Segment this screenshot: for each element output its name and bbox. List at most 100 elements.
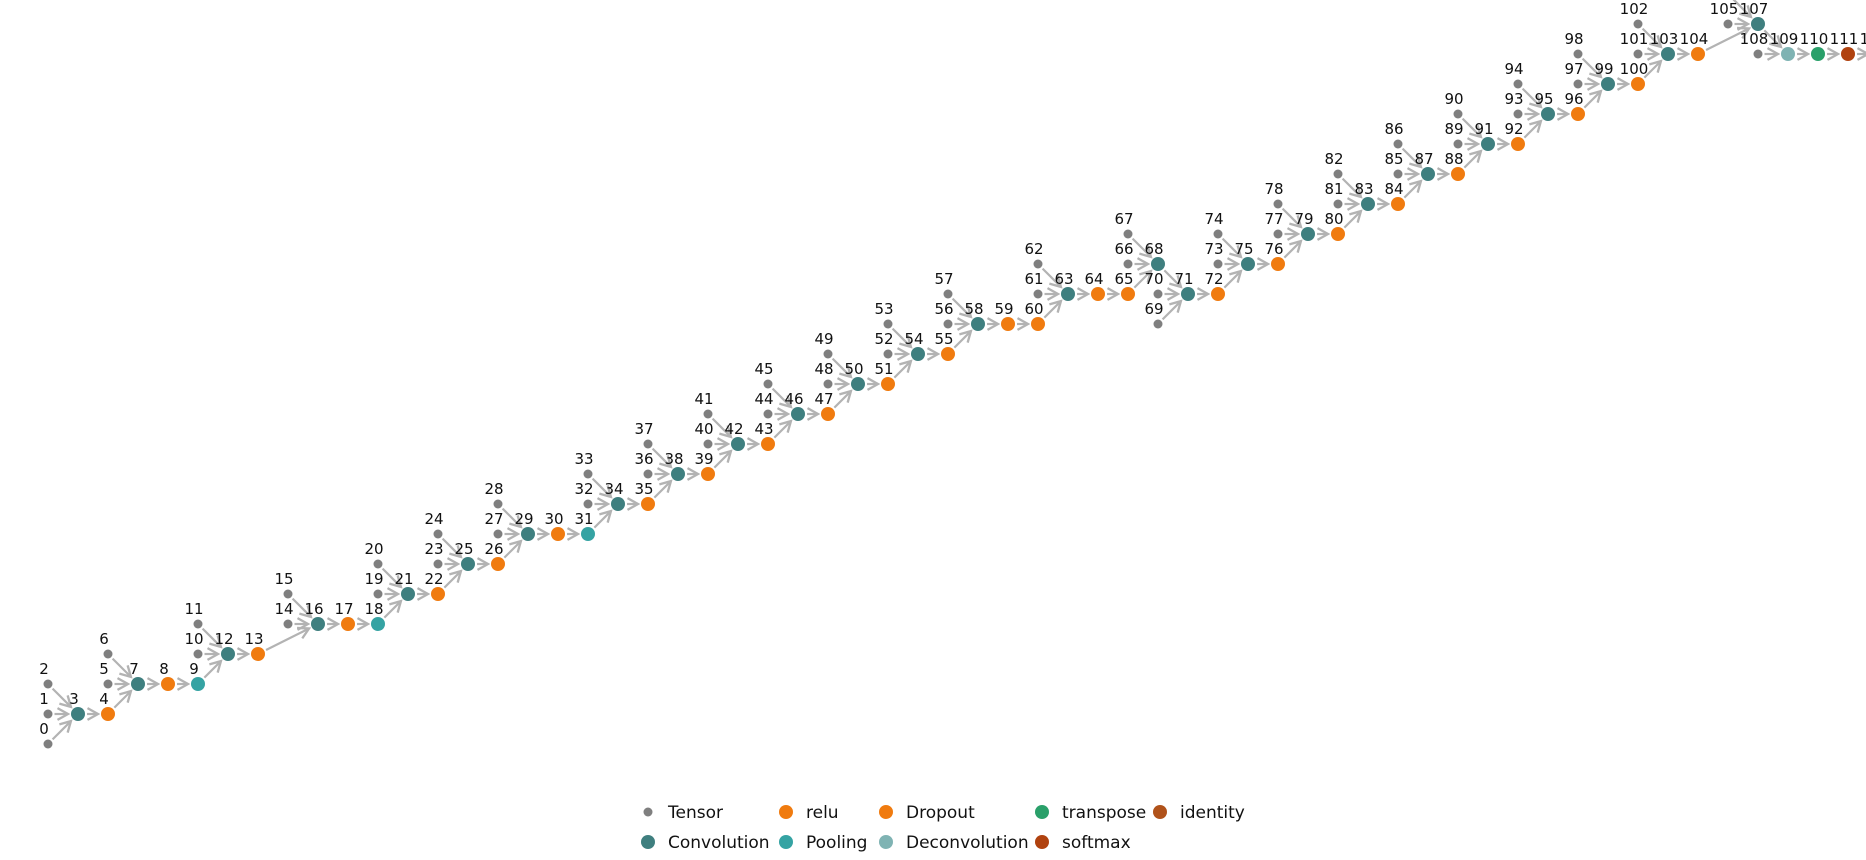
- node-75: [1241, 257, 1255, 271]
- node-label-99: 99: [1594, 60, 1613, 78]
- legend-label-transpose: transpose: [1062, 803, 1146, 823]
- legend-label-relu: relu: [806, 803, 839, 823]
- edge-45-46: [771, 387, 791, 407]
- node-105: [1723, 19, 1733, 29]
- node-label-29: 29: [514, 510, 533, 528]
- node-66: [1123, 259, 1133, 269]
- node-102: [1633, 19, 1643, 29]
- edge-57-58: [951, 297, 971, 317]
- node-2: [43, 679, 53, 689]
- node-label-0: 0: [39, 720, 49, 738]
- node-label-4: 4: [99, 690, 109, 708]
- node-label-100: 100: [1620, 60, 1649, 78]
- node-label-96: 96: [1564, 90, 1583, 108]
- node-97: [1573, 79, 1583, 89]
- node-label-21: 21: [394, 570, 413, 588]
- node-label-64: 64: [1084, 270, 1103, 288]
- node-44: [763, 409, 773, 419]
- edge-96-99: [1583, 91, 1601, 109]
- node-label-11: 11: [184, 600, 203, 618]
- node-label-8: 8: [159, 660, 169, 678]
- node-label-86: 86: [1384, 120, 1403, 138]
- node-label-68: 68: [1144, 240, 1163, 258]
- legend-label-dropout: Dropout: [906, 803, 975, 823]
- node-55: [941, 347, 955, 361]
- node-label-60: 60: [1024, 300, 1043, 318]
- node-37: [643, 439, 653, 449]
- node-label-105: 105: [1710, 0, 1739, 18]
- node-label-108: 108: [1740, 30, 1769, 48]
- node-41: [703, 409, 713, 419]
- node-label-37: 37: [634, 420, 653, 438]
- node-48: [823, 379, 833, 389]
- node-label-35: 35: [634, 480, 653, 498]
- node-label-38: 38: [664, 450, 683, 468]
- node-label-78: 78: [1264, 180, 1283, 198]
- node-91: [1481, 137, 1495, 151]
- node-3: [71, 707, 85, 721]
- node-label-110: 110: [1800, 30, 1829, 48]
- node-label-80: 80: [1324, 210, 1343, 228]
- node-40: [703, 439, 713, 449]
- edge-20-21: [381, 567, 401, 587]
- node-33: [583, 469, 593, 479]
- node-32: [583, 499, 593, 509]
- edge-11-12: [201, 627, 221, 647]
- node-label-89: 89: [1444, 120, 1463, 138]
- node-74: [1213, 229, 1223, 239]
- node-label-111: 111: [1830, 30, 1859, 48]
- node-84: [1391, 197, 1405, 211]
- node-71: [1181, 287, 1195, 301]
- node-label-81: 81: [1324, 180, 1343, 198]
- node-label-33: 33: [574, 450, 593, 468]
- node-57: [943, 289, 953, 299]
- node-13: [251, 647, 265, 661]
- node-27: [493, 529, 503, 539]
- node-47: [821, 407, 835, 421]
- edge-76-79: [1283, 241, 1301, 259]
- node-label-30: 30: [544, 510, 563, 528]
- node-36: [643, 469, 653, 479]
- node-label-16: 16: [304, 600, 323, 618]
- edge-24-25: [441, 537, 461, 557]
- node-label-57: 57: [934, 270, 953, 288]
- edge-6-7: [111, 657, 131, 677]
- node-label-26: 26: [484, 540, 503, 558]
- node-26: [491, 557, 505, 571]
- legend-marker-deconvolution: [879, 835, 893, 849]
- legend-marker-convolution: [641, 835, 655, 849]
- node-label-61: 61: [1024, 270, 1043, 288]
- node-79: [1301, 227, 1315, 241]
- node-109: [1781, 47, 1795, 61]
- edge-47-50: [833, 391, 851, 409]
- legend-marker-softmax: [1035, 835, 1049, 849]
- edge-84-87: [1403, 181, 1421, 199]
- node-label-6: 6: [99, 630, 109, 648]
- node-65: [1121, 287, 1135, 301]
- node-label-32: 32: [574, 480, 593, 498]
- node-label-66: 66: [1114, 240, 1133, 258]
- node-23: [433, 559, 443, 569]
- edge-28-29: [501, 507, 521, 527]
- edge-0-3: [51, 721, 71, 741]
- node-label-69: 69: [1144, 300, 1163, 318]
- node-96: [1571, 107, 1585, 121]
- node-label-50: 50: [844, 360, 863, 378]
- edge-55-58: [953, 331, 971, 349]
- node-88: [1451, 167, 1465, 181]
- edge-90-91: [1461, 117, 1481, 137]
- node-label-79: 79: [1294, 210, 1313, 228]
- node-43: [761, 437, 775, 451]
- node-21: [401, 587, 415, 601]
- node-86: [1393, 139, 1403, 149]
- node-92: [1511, 137, 1525, 151]
- node-111: [1841, 47, 1855, 61]
- edge-94-95: [1521, 87, 1541, 107]
- legend-label-pooling: Pooling: [806, 833, 867, 853]
- node-label-15: 15: [274, 570, 293, 588]
- node-label-1: 1: [39, 690, 49, 708]
- node-label-41: 41: [694, 390, 713, 408]
- edge-22-25: [443, 571, 461, 589]
- node-label-25: 25: [454, 540, 473, 558]
- node-label-91: 91: [1474, 120, 1493, 138]
